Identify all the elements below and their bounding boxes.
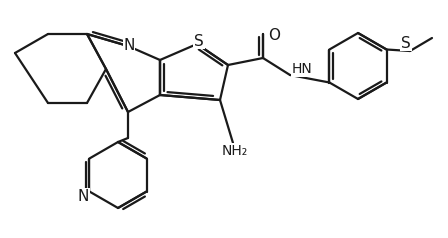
Text: S: S <box>401 35 411 50</box>
Text: NH₂: NH₂ <box>222 144 248 158</box>
Text: N: N <box>78 189 89 204</box>
Text: N: N <box>123 38 135 53</box>
Text: HN: HN <box>292 62 313 76</box>
Text: O: O <box>268 29 280 44</box>
Text: S: S <box>194 34 204 49</box>
